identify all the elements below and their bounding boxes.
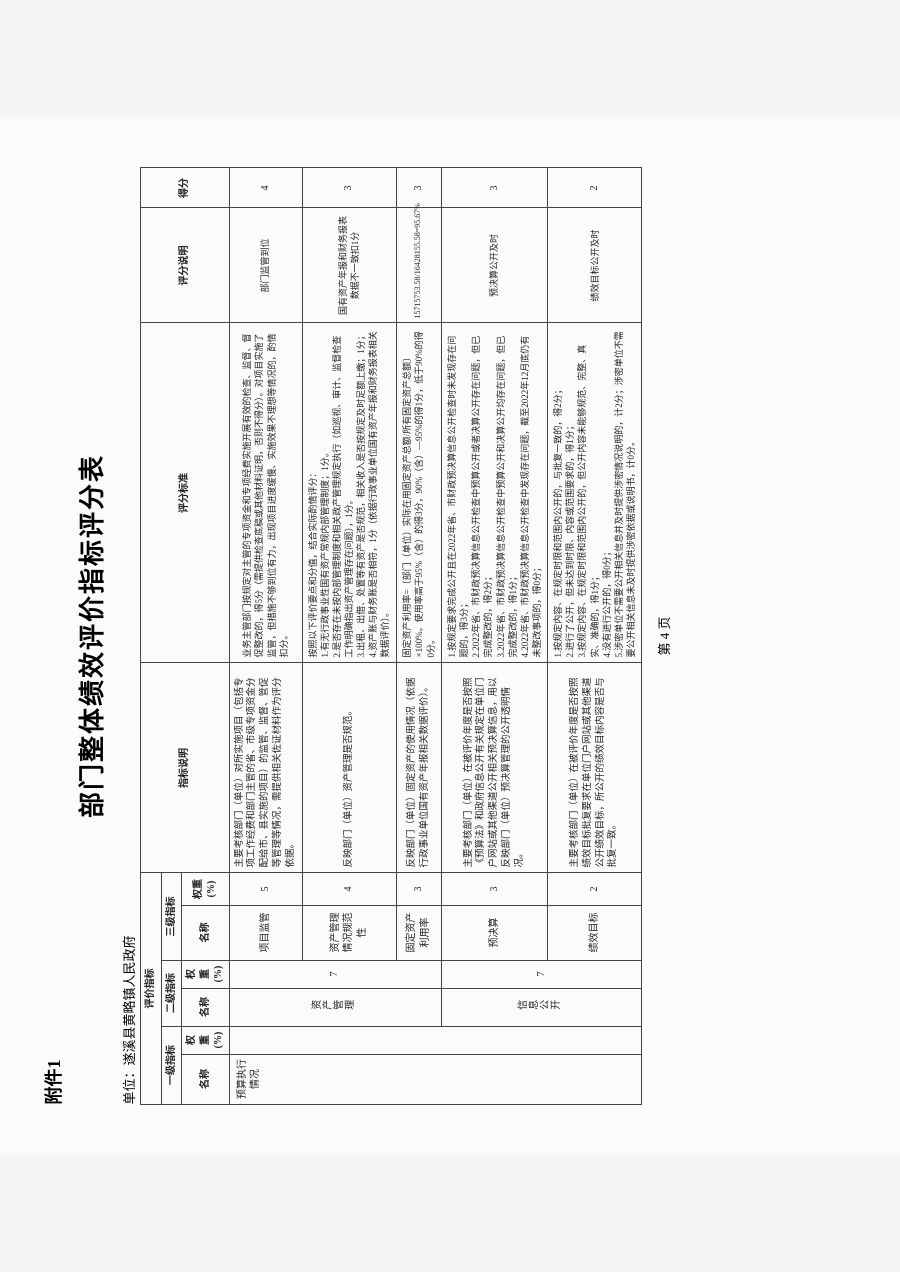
l2-asset-name: 资产管理 [229,988,441,1026]
header-eval: 评价指标 [141,873,162,1104]
l3-weight: 3 [441,873,547,905]
expl-cell: 15715753.58/16428155.58=95.67% [396,208,441,323]
unit-label: 单位：遂溪县黄略镇人民政府 [119,167,138,1104]
expl-cell: 预决算公开及时 [441,208,547,323]
desc-cell: 主要考核部门（单位）对所实施项目（包括专项工作经费和部门主管的省、市级专项资金分… [229,663,302,873]
l2-info-weight: 7 [441,960,641,988]
header-expl: 评分说明 [141,208,230,323]
header-l3: 三级指标 [161,873,182,960]
l3-name: 项目监管 [229,905,302,960]
score-cell: 3 [302,168,396,208]
header-l1-w: 权重(%) [182,1026,230,1054]
crit-cell: 1.按规定内容、在规定时限和范围内公开的，与批复一致的，得2分； 2.进行了公开… [548,323,642,663]
page-footer: 第 4 页 [654,167,673,1104]
header-l2-w: 权重(%) [182,960,230,988]
l3-weight: 4 [302,873,396,905]
header-l2: 二级指标 [161,960,182,1026]
score-cell: 3 [441,168,547,208]
score-cell: 3 [396,168,441,208]
l3-weight: 3 [396,873,441,905]
desc-cell: 反映部门（单位）固定资产的使用情况（依据行政事业单位国有资产年报相关数据评价）。 [396,663,441,873]
desc-cell: 主要考核部门（单位）在被评价年度是否按照《预算法》和政府信息公开有关规定在单位门… [441,663,547,873]
desc-cell: 反映部门（单位）资产管理是否规范。 [302,663,396,873]
l2-asset-weight: 7 [229,960,441,988]
l3-weight: 2 [548,873,642,905]
header-l3-name: 名称 [182,905,230,960]
page-container: 附件1 部门整体绩效评价指标评分表 单位：遂溪县黄略镇人民政府 评价指标 指标说… [0,117,900,1154]
page-title: 部门整体绩效评价指标评分表 [72,167,109,1104]
l3-weight: 5 [229,873,302,905]
header-l1-name: 名称 [182,1054,230,1104]
crit-cell: 按照以下评价要点和分值，结合实际酌情评分： 1.有无行政事业性国有资产常规内部管… [302,323,396,663]
table-row: 预算执行情况 资产管理 7 项目监管 5 主要考核部门（单位）对所实施项目（包括… [229,168,302,1104]
desc-cell: 主要考核部门（单位）在被评价年度是否按照绩效目标批复要求在单位门户网站或其他渠道… [548,663,642,873]
score-cell: 2 [548,168,642,208]
expl-cell: 国有资产年报和财务报表数据不一致扣1分 [302,208,396,323]
evaluation-table: 评价指标 指标说明 评分标准 评分说明 得分 一级指标 二级指标 三级指标 名称… [140,167,642,1104]
header-desc: 指标说明 [141,663,230,873]
table-body: 预算执行情况 资产管理 7 项目监管 5 主要考核部门（单位）对所实施项目（包括… [229,168,642,1104]
expl-cell: 绩效目标公开及时 [548,208,642,323]
crit-cell: 业务主管部门按规定对主管的专项资金和专项经费实施开展有效的检查、监督、督促整改的… [229,323,302,663]
table-row: 信息公开 7 预决算 3 主要考核部门（单位）在被评价年度是否按照《预算法》和政… [441,168,547,1104]
header-l2-name: 名称 [182,988,230,1026]
l1-name: 预算执行情况 [229,1054,642,1104]
l3-name: 资产管理情况规范性 [302,905,396,960]
l1-weight [229,1026,642,1054]
expl-cell: 部门监管到位 [229,208,302,323]
l3-name: 预决算 [441,905,547,960]
l2-info-name: 信息公开 [441,988,641,1026]
header-score: 得分 [141,168,230,208]
header-criteria: 评分标准 [141,323,230,663]
header-l3-w: 权重(%) [182,873,230,905]
header-l1: 一级指标 [161,1026,182,1104]
attachment-label: 附件1 [40,167,66,1104]
l3-name: 固定资产利用率 [396,905,441,960]
crit-cell: 1.按规定要求完成公开且在2022年省、市财政预决算信息公开检查时未发现存在问题… [441,323,547,663]
l3-name: 绩效目标 [548,905,642,960]
score-cell: 4 [229,168,302,208]
crit-cell: 固定资产利用率=〔部门（单位）实际在用固定资产总额/所有固定资产总额〕×100%… [396,323,441,663]
